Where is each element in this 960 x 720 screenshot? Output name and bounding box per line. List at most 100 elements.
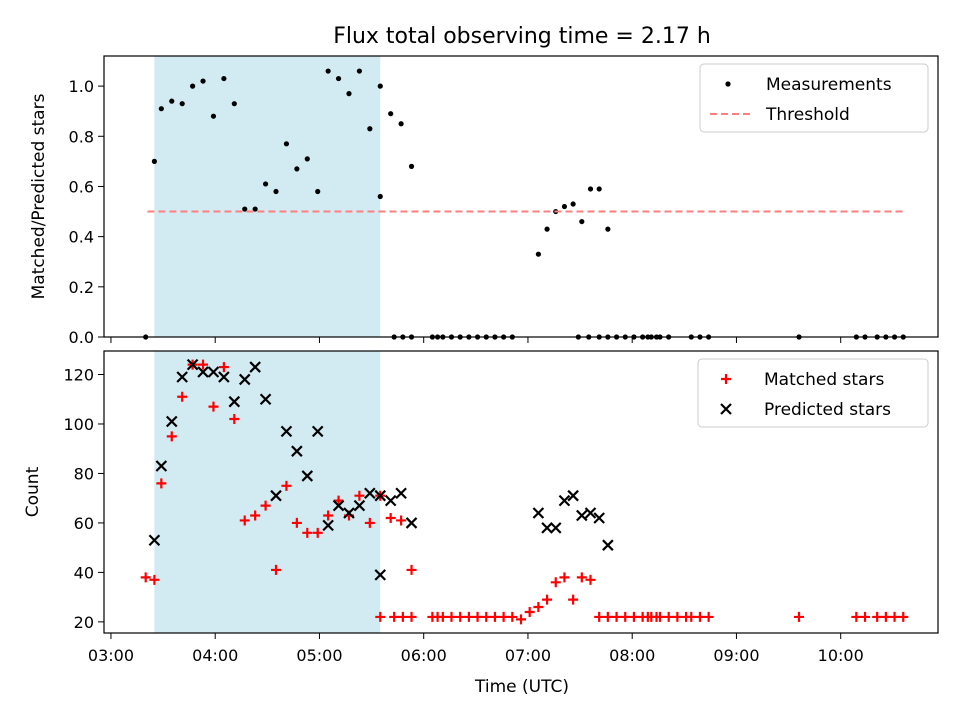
- data-point: [437, 611, 448, 622]
- data-point: [398, 121, 404, 127]
- data-point: [343, 507, 355, 519]
- x-tick-label: 07:00: [505, 646, 551, 665]
- data-point: [242, 206, 248, 212]
- legend: Measurements Threshold: [699, 63, 929, 133]
- highlight-span: [154, 56, 381, 337]
- data-point: [472, 611, 483, 622]
- legend-box: [699, 63, 929, 133]
- data-point: [397, 611, 408, 622]
- y-tick-label: 0.8: [69, 127, 94, 146]
- data-point: [898, 611, 909, 622]
- data-point: [406, 611, 417, 622]
- data-point: [533, 602, 544, 613]
- x-tick-label: 04:00: [192, 646, 238, 665]
- data-point: [374, 489, 387, 502]
- data-point: [156, 478, 167, 489]
- y-axis-label: Matched/Predicted stars: [29, 93, 49, 299]
- y-tick-label: 80: [74, 464, 94, 483]
- panel-count: 20 40 60 80 100 120 03:00 04:00 05:00 06:00 07:00 0…: [23, 350, 939, 665]
- data-point: [549, 522, 562, 534]
- data-point: [221, 75, 227, 82]
- data-point: [356, 68, 363, 74]
- data-point: [686, 611, 697, 622]
- data-point: [594, 611, 605, 622]
- data-point: [542, 594, 553, 605]
- data-point: [377, 193, 383, 200]
- y-tick-label: 60: [74, 514, 94, 533]
- plot-frame: [103, 350, 939, 634]
- data-point: [158, 106, 164, 112]
- data-point: [283, 141, 290, 147]
- data-point: [576, 572, 587, 583]
- y-tick-label: 0.0: [69, 328, 94, 347]
- data-point: [524, 606, 535, 617]
- data-point: [550, 577, 561, 588]
- data-point: [260, 500, 271, 511]
- data-point: [672, 611, 683, 622]
- data-point: [559, 572, 570, 583]
- data-point: [860, 611, 871, 622]
- data-point: [561, 203, 568, 210]
- y-axis-label: Count: [23, 466, 43, 517]
- data-point: [576, 509, 588, 522]
- data-point: [140, 572, 151, 583]
- data-point: [384, 494, 397, 507]
- data-point: [579, 218, 585, 225]
- data-point: [605, 226, 611, 232]
- data-point: [229, 414, 240, 425]
- data-point: [166, 431, 177, 442]
- data-point: [259, 393, 272, 406]
- data-point: [273, 188, 279, 195]
- data-point: [628, 611, 639, 622]
- data-point: [481, 611, 492, 622]
- data-point: [395, 487, 407, 500]
- y-tick-label: 0.4: [69, 228, 94, 247]
- data-point: [312, 527, 323, 538]
- data-point: [405, 517, 418, 529]
- y-tick-label: 20: [74, 613, 94, 632]
- data-point: [587, 186, 594, 192]
- data-point: [218, 362, 229, 373]
- data-point: [385, 512, 396, 523]
- data-point: [304, 156, 310, 162]
- data-point: [851, 611, 862, 622]
- data-point: [611, 611, 622, 622]
- data-point: [322, 519, 334, 532]
- data-point: [396, 515, 407, 526]
- data-point: [354, 490, 365, 501]
- y-tick-label: 40: [74, 563, 94, 582]
- data-point: [239, 515, 250, 526]
- x-tick-label: 03:00: [88, 646, 134, 665]
- data-point: [377, 83, 383, 89]
- data-point: [463, 611, 474, 622]
- data-point: [872, 611, 883, 622]
- data-point: [593, 512, 605, 524]
- data-point: [231, 101, 237, 107]
- data-point: [333, 495, 344, 506]
- data-point: [149, 574, 160, 585]
- x-tick-label: 08:00: [609, 646, 655, 665]
- data-point: [375, 611, 386, 622]
- data-point: [294, 166, 300, 172]
- data-point: [489, 611, 500, 622]
- legend-swatch: [721, 374, 731, 384]
- data-point: [176, 371, 188, 383]
- data-point: [311, 425, 324, 438]
- data-point: [218, 371, 230, 383]
- data-point: [651, 611, 662, 622]
- x-tick-label: 06:00: [401, 646, 447, 665]
- legend-swatch: [720, 403, 732, 415]
- y-tick-label: 0.6: [69, 177, 94, 196]
- y-tick-label: 100: [63, 415, 94, 434]
- legend: Matched stars Predicted stars: [697, 358, 929, 428]
- data-point: [271, 564, 282, 575]
- data-point: [602, 539, 614, 551]
- data-point: [389, 611, 400, 622]
- data-point: [880, 611, 891, 622]
- data-point: [207, 366, 220, 378]
- data-point: [455, 611, 466, 622]
- data-point: [190, 83, 196, 89]
- y-tick-label: 120: [63, 366, 94, 385]
- data-point: [177, 391, 188, 402]
